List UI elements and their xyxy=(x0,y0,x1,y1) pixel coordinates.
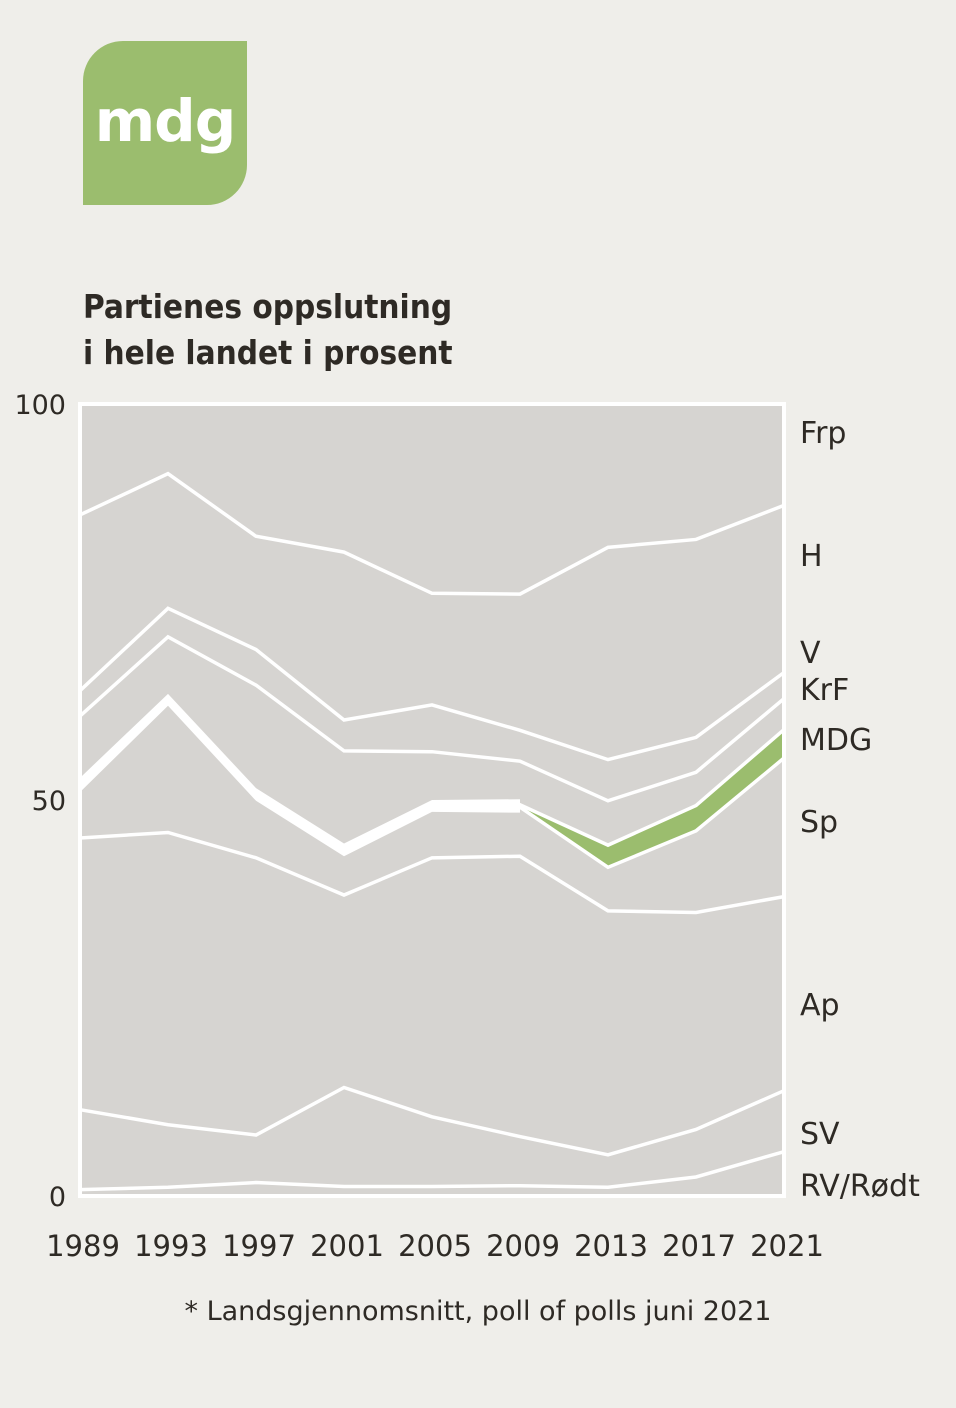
series-label-sv: SV xyxy=(800,1117,840,1152)
area-band-frp xyxy=(80,411,784,595)
y-tick-label: 50 xyxy=(32,786,66,817)
area-band-h xyxy=(80,473,784,760)
x-axis-ticks: 1989 1993 1997 2001 2005 2009 2013 2017 2021 xyxy=(46,1229,824,1263)
area-band-v xyxy=(80,608,784,801)
x-tick-label: 2013 xyxy=(574,1229,648,1263)
series-boundary-mdg xyxy=(78,696,786,852)
series-boundary-rv-r-dt xyxy=(79,1149,785,1192)
series-boundary-krf xyxy=(78,634,786,803)
chart-title-line-2: i hele landet i prosent xyxy=(83,333,453,372)
series-boundary-sv xyxy=(79,1085,785,1157)
x-tick-label: 2005 xyxy=(398,1229,472,1263)
area-band-ap xyxy=(80,832,784,1155)
y-tick-label: 100 xyxy=(14,390,66,421)
x-tick-label: 2017 xyxy=(662,1229,736,1263)
series-label-v: V xyxy=(800,636,821,671)
mdg-logo: mdg xyxy=(83,41,247,205)
y-axis-ticks: 0 50 100 xyxy=(14,390,66,1213)
x-tick-label: 1989 xyxy=(46,1229,120,1263)
x-tick-label: 1993 xyxy=(134,1229,208,1263)
chart-title-line-1: Partienes oppslutning xyxy=(83,287,453,326)
series-label-krf: KrF xyxy=(800,673,849,708)
series-label-ap: Ap xyxy=(800,988,840,1023)
series-label-mdg: MDG xyxy=(800,723,872,758)
x-tick-label: 1997 xyxy=(222,1229,296,1263)
series-label-rv-r-dt: RV/Rødt xyxy=(800,1169,920,1204)
series-label-frp: Frp xyxy=(800,416,846,451)
logo-text: mdg xyxy=(94,87,236,155)
series-boundary-h xyxy=(79,471,785,596)
y-tick-label: 0 xyxy=(49,1182,66,1213)
chart-title: Partienes oppslutning i hele landet i pr… xyxy=(83,284,453,376)
series-label-sp: Sp xyxy=(800,805,838,840)
series-label-h: H xyxy=(800,539,823,574)
series-boundaries xyxy=(78,471,786,1192)
x-tick-label: 2001 xyxy=(310,1229,384,1263)
area-band-sv xyxy=(80,1087,784,1190)
x-tick-label: 2021 xyxy=(750,1229,824,1263)
series-boundary-v xyxy=(78,606,786,762)
x-tick-label: 2009 xyxy=(486,1229,560,1263)
series-boundary-ap xyxy=(79,830,785,915)
plot-frame xyxy=(78,402,786,1198)
area-band-rv-r-dt xyxy=(80,1151,784,1196)
footnote: * Landsgjennomsnitt, poll of polls juni … xyxy=(184,1296,772,1327)
area-band-krf xyxy=(80,636,784,850)
